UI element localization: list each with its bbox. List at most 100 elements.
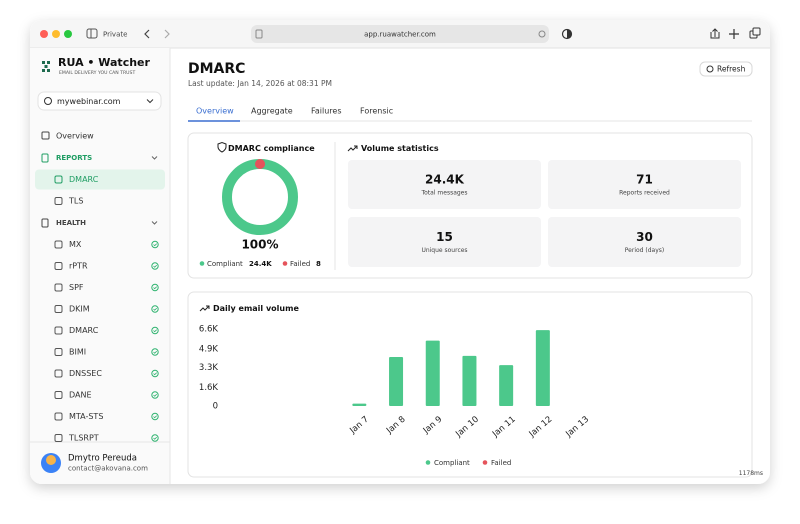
nav-item[interactable]: DMARC [69, 175, 99, 184]
donut-segment [221, 159, 299, 236]
nav-icon [54, 412, 63, 421]
nav-icon [54, 175, 63, 184]
nav-item[interactable]: rPTR [69, 262, 88, 271]
nav-item[interactable]: DNSSEC [69, 369, 102, 378]
check-mark [153, 264, 157, 268]
bar [389, 357, 404, 406]
check-mark [153, 286, 157, 290]
page-title: DMARC [188, 61, 245, 77]
stat-box [348, 217, 541, 267]
nav-item[interactable]: DKIM [69, 305, 90, 314]
address-bar[interactable] [251, 25, 549, 43]
logo-dot [44, 65, 48, 68]
nav-item[interactable]: TLS [68, 197, 83, 206]
new-tab-button[interactable] [729, 29, 739, 39]
nav-item[interactable]: BIMI [69, 348, 86, 357]
tab[interactable]: Forensic [360, 107, 393, 116]
nav-item[interactable]: DMARC [69, 326, 99, 335]
bar [352, 403, 367, 406]
nav-item[interactable]: Overview [56, 132, 94, 141]
legend-label[interactable]: Compliant [434, 459, 470, 467]
reload-button[interactable] [538, 30, 546, 38]
nav-icon [54, 197, 63, 205]
stat-box [348, 160, 541, 209]
check-icon [151, 434, 159, 442]
check-icon [151, 262, 159, 270]
shield-icon [217, 141, 227, 153]
chevron [151, 221, 158, 225]
nav-icon [54, 391, 63, 399]
nav-item[interactable]: DANE [69, 391, 92, 400]
chart-title: Daily email volume [213, 304, 299, 313]
legend-dot [199, 261, 205, 266]
zoom-button[interactable] [64, 30, 72, 38]
check-mark [153, 243, 157, 247]
forward-button[interactable] [164, 29, 170, 39]
nav-icon [54, 348, 63, 356]
stat-box [548, 217, 741, 267]
refresh-label[interactable]: Refresh [717, 65, 746, 74]
logo-dot [47, 69, 50, 72]
page-icon [255, 29, 263, 39]
chevron [146, 99, 154, 104]
nav-icon [54, 305, 63, 313]
nav-icon [41, 131, 50, 140]
globe-icon [44, 97, 52, 105]
y-tick-label: 3.3K [199, 363, 219, 373]
nav-item[interactable]: MX [69, 240, 82, 249]
logo-dot [47, 61, 50, 64]
domain[interactable]: mywebinar.com [57, 97, 121, 106]
nav-item[interactable]: MTA-STS [69, 412, 103, 421]
logo [42, 61, 50, 72]
nav-icon [54, 326, 63, 335]
domain-select[interactable] [37, 91, 162, 111]
nav-icon [54, 434, 63, 442]
compliance-percent: 100% [241, 238, 278, 252]
legend-label: Compliant [207, 260, 243, 268]
url: app.ruawatcher.com [364, 31, 436, 39]
legend-dot [425, 460, 431, 465]
section-title[interactable]: HEALTH [56, 219, 86, 227]
chevron [151, 156, 158, 160]
sidebar-toggle[interactable] [86, 28, 98, 39]
nav-active [35, 169, 165, 190]
avatar-face [46, 455, 56, 465]
check-icon [151, 391, 159, 399]
card-title: DMARC compliance [228, 144, 315, 153]
back-button[interactable] [144, 29, 150, 39]
check-mark [153, 415, 157, 419]
tab[interactable]: Failures [311, 107, 342, 116]
trend-icon [199, 305, 210, 312]
brand: RUA • Watcher [58, 56, 151, 69]
timing: 1178ms [739, 470, 763, 477]
legend-label[interactable]: Failed [491, 459, 511, 467]
section-title[interactable]: REPORTS [56, 154, 92, 162]
legend-dot [282, 261, 288, 266]
close-button[interactable] [40, 30, 48, 38]
user-name: Dmytro Pereuda [68, 454, 137, 464]
y-tick-label: 0 [213, 402, 218, 412]
check-icon [151, 240, 159, 249]
user-email: contact@akovana.com [68, 465, 148, 473]
stat-value: 15 [436, 230, 453, 244]
stat-value: 30 [636, 230, 653, 244]
check-mark [153, 372, 157, 376]
tab[interactable]: Aggregate [251, 107, 293, 116]
minimize-button[interactable] [52, 30, 60, 38]
refresh-button[interactable] [699, 61, 753, 77]
bar [535, 330, 550, 406]
stat-label: Unique sources [421, 247, 467, 254]
check-icon [151, 283, 159, 292]
share-button[interactable] [710, 28, 720, 39]
check-icon [151, 348, 159, 356]
check-mark [153, 307, 157, 311]
nav-item[interactable]: TLSRPT [68, 434, 99, 443]
bar [499, 365, 514, 406]
tagline: EMAIL DELIVERY YOU CAN TRUST [59, 70, 135, 76]
y-tick-label: 6.6K [199, 325, 219, 335]
tab[interactable]: Overview [196, 107, 234, 116]
section-icon [41, 153, 49, 163]
refresh-icon [706, 65, 714, 73]
nav-item[interactable]: SPF [69, 283, 84, 292]
